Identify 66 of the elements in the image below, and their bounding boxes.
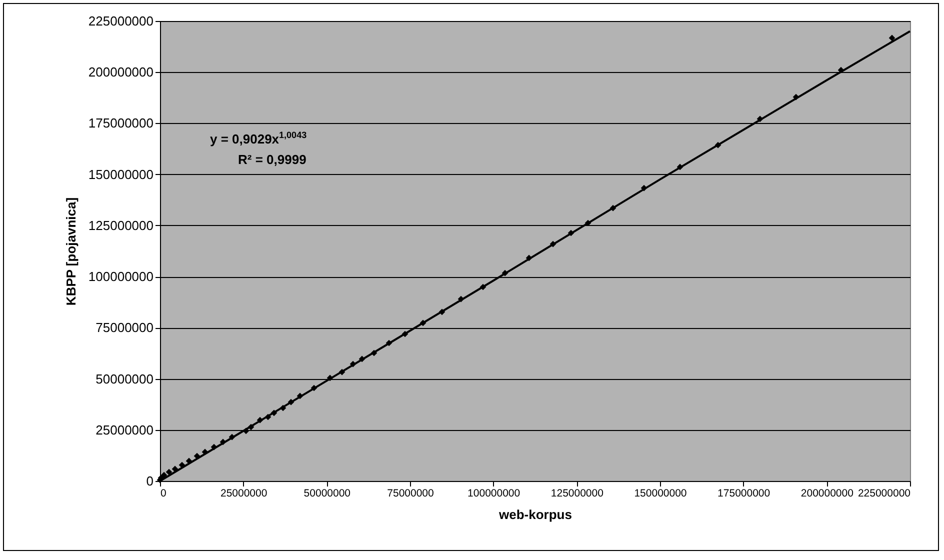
point (550, 240, 556, 248)
x-tick-label: 0 (160, 488, 166, 500)
y-axis-title: KBPP [pojavnica] (63, 197, 78, 306)
point (386, 340, 392, 346)
x-tick-label: 50000000 (304, 488, 351, 500)
point (242, 428, 250, 434)
x-axis-title: web-korpus (498, 507, 572, 522)
point (296, 392, 304, 400)
point (248, 424, 254, 430)
annotation: R² = 0,9999 (238, 152, 306, 167)
point (838, 66, 844, 74)
point (888, 34, 896, 42)
point (358, 356, 366, 362)
point (584, 220, 592, 226)
x-tick-label: 200000000 (800, 488, 854, 500)
y-tick-label: 225000000 (88, 14, 154, 28)
point (420, 320, 426, 326)
point (172, 466, 178, 472)
point (270, 410, 278, 416)
point (220, 438, 226, 446)
point (610, 204, 616, 212)
y-tick-label: 100000000 (88, 269, 154, 284)
y-tick-label: 125000000 (88, 218, 154, 233)
y-tick-label: 0 (146, 474, 154, 488)
point (326, 374, 334, 382)
point (502, 270, 508, 276)
point (256, 416, 264, 424)
point (160, 472, 168, 478)
point (310, 384, 318, 392)
point (280, 404, 286, 412)
point (264, 414, 272, 420)
y-tick-label: 200000000 (88, 64, 154, 80)
point (350, 360, 356, 368)
y-tick-label: 150000000 (88, 166, 154, 182)
x-tick-label: 225000000 (858, 488, 911, 500)
point (288, 398, 294, 406)
point (194, 452, 200, 460)
annotation: y = 0,9029x$^{1,0043}$ (210, 130, 307, 146)
point (640, 184, 648, 192)
point (178, 462, 186, 468)
x-tick-label: 100000000 (468, 488, 520, 500)
point (338, 368, 346, 376)
y-tick-label: 75000000 (96, 320, 154, 336)
point (402, 330, 408, 338)
point (202, 448, 208, 456)
point (526, 254, 532, 262)
x-tick-label: 175000000 (718, 488, 770, 500)
point (792, 94, 800, 100)
point (756, 116, 764, 122)
point (210, 444, 218, 450)
point (228, 434, 236, 440)
point (676, 164, 684, 170)
point (438, 308, 446, 316)
y-tick-label: 175000000 (88, 116, 154, 131)
x-tick-label: 75000000 (387, 488, 434, 500)
point (370, 350, 378, 356)
point (568, 230, 574, 236)
point (166, 468, 172, 476)
x-tick-label: 125000000 (550, 488, 604, 500)
x-tick-label: 25000000 (220, 488, 268, 500)
point (714, 142, 722, 148)
y-tick-label: 50000000 (96, 371, 154, 386)
point (458, 296, 464, 302)
y-tick-label: 25000000 (96, 422, 154, 438)
x-tick-label: 150000000 (634, 488, 687, 500)
point (480, 284, 486, 290)
